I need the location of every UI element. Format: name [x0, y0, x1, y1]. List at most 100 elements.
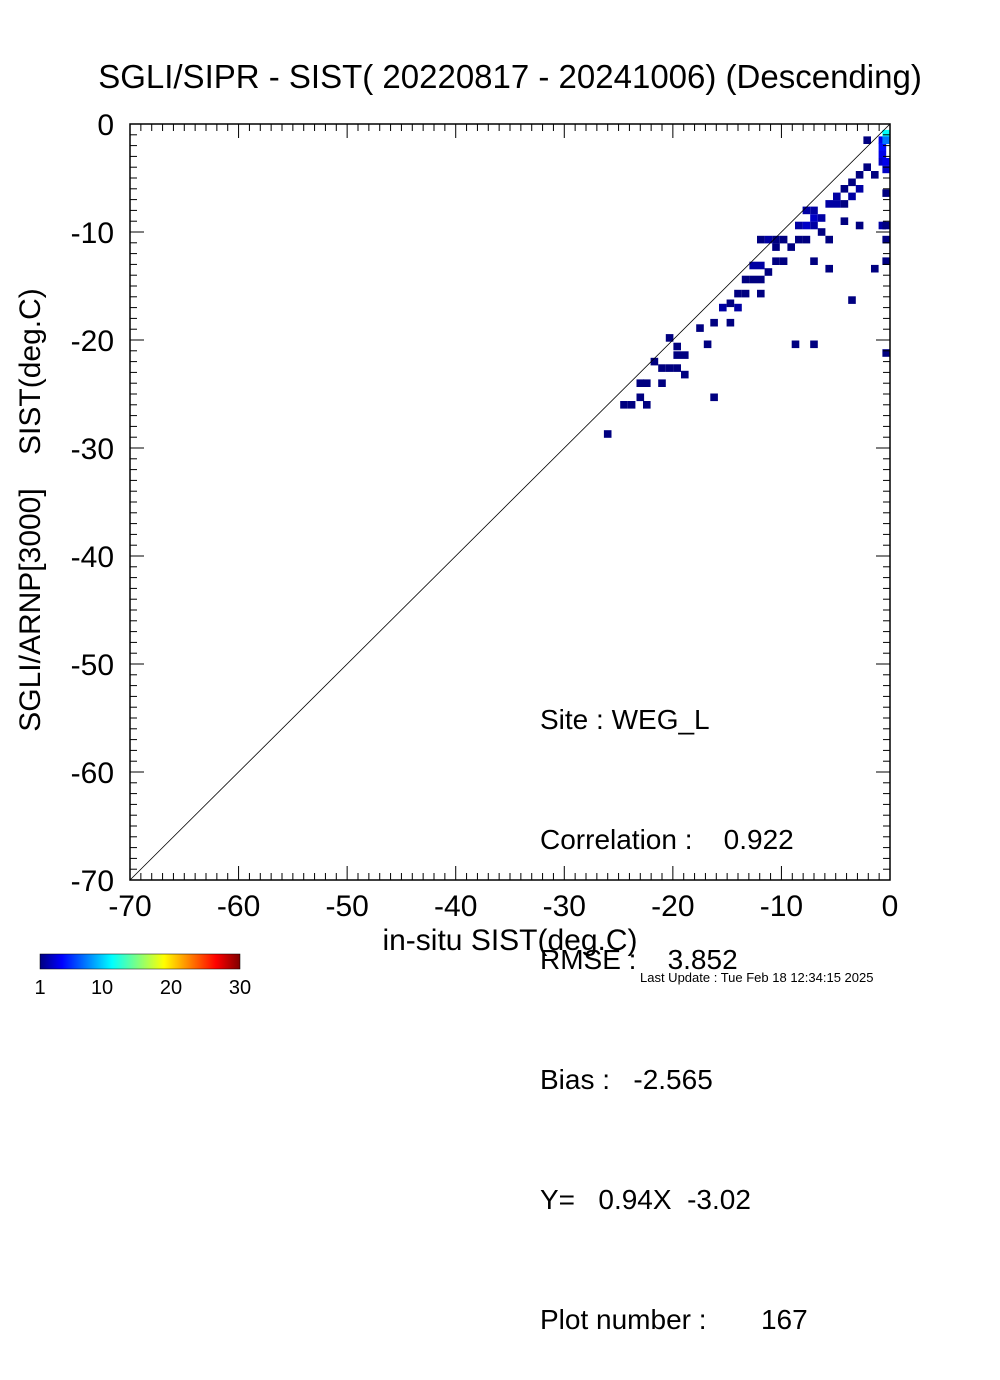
- density-cell: [882, 235, 890, 244]
- density-cell: [882, 257, 890, 265]
- density-cell: [848, 192, 856, 201]
- density-cell: [772, 257, 780, 265]
- statistics-panel: Site : WEG_L Correlation : 0.922 RMSE : …: [540, 620, 808, 1380]
- density-cell: [703, 340, 712, 349]
- density-cell: [627, 401, 636, 409]
- density-cell: [882, 349, 890, 357]
- density-cell: [848, 178, 856, 187]
- density-cell: [825, 200, 833, 208]
- density-cell: [855, 185, 864, 193]
- density-cell: [791, 340, 800, 349]
- correlation-label: Correlation :: [540, 824, 724, 855]
- density-cell: [772, 243, 780, 251]
- density-cell: [673, 342, 681, 351]
- density-cell: [673, 351, 681, 359]
- correlation-row: Correlation : 0.922: [540, 820, 808, 860]
- density-cell: [833, 200, 841, 208]
- colorbar-tick-label: 10: [91, 977, 113, 999]
- x-tick-label: -30: [543, 890, 586, 923]
- density-cell: [650, 357, 659, 366]
- x-tick-label: -10: [760, 890, 803, 923]
- density-cell: [878, 158, 887, 166]
- bias-label: Bias :: [540, 1064, 634, 1095]
- plot-number-label: Plot number :: [540, 1304, 761, 1335]
- density-cell: [665, 364, 674, 372]
- density-cell: [817, 228, 826, 236]
- y-tick-label: -10: [71, 217, 114, 250]
- density-cell: [681, 370, 689, 379]
- density-cell: [779, 235, 788, 244]
- density-cell: [825, 235, 833, 244]
- scatter-density-chart: SGLI/SIPR - SIST( 20220817 - 20241006) (…: [14, 58, 922, 999]
- density-cell: [833, 192, 841, 201]
- density-cell: [734, 289, 742, 298]
- density-cell: [726, 318, 735, 327]
- density-cell: [802, 221, 811, 230]
- density-cell: [764, 235, 773, 244]
- y-tick-label: -30: [71, 433, 114, 466]
- density-cell: [658, 364, 666, 372]
- colorbar-tick-label: 1: [34, 977, 45, 999]
- density-cell: [878, 221, 887, 230]
- density-cell: [643, 401, 651, 409]
- one-to-one-line: [129, 123, 891, 881]
- density-cell: [840, 200, 849, 208]
- regression-value: 0.94X -3.02: [598, 1184, 751, 1215]
- correlation-value: 0.922: [723, 824, 794, 855]
- chart-title: SGLI/SIPR - SIST( 20220817 - 20241006) (…: [98, 58, 922, 95]
- density-cell: [863, 163, 871, 171]
- density-cell: [878, 142, 887, 151]
- colorbar: [39, 953, 241, 970]
- density-cell: [810, 214, 818, 222]
- density-cell: [810, 206, 818, 215]
- density-cell: [665, 334, 674, 342]
- density-cell: [681, 351, 689, 359]
- density-cell: [779, 257, 788, 265]
- density-cell: [636, 393, 645, 402]
- x-tick-label: -40: [434, 890, 477, 923]
- density-cell: [855, 221, 864, 230]
- last-update: Last Update : Tue Feb 18 12:34:15 2025: [640, 970, 874, 985]
- density-cell: [749, 261, 757, 270]
- x-axis-label: in-situ SIST(deg.C): [382, 924, 637, 957]
- density-cell: [620, 401, 628, 409]
- density-cell: [734, 303, 742, 312]
- density-cell: [882, 189, 890, 197]
- site-label: Site :: [540, 704, 612, 735]
- bias-row: Bias : -2.565: [540, 1060, 808, 1100]
- colorbar-tick-labels: 1 10 20 30: [34, 977, 251, 999]
- density-cell: [719, 303, 727, 312]
- density-cell: [825, 264, 833, 273]
- x-tick-label: -70: [108, 890, 151, 923]
- density-cell: [810, 340, 818, 349]
- density-cell: [795, 221, 803, 230]
- x-tick-label: -20: [651, 890, 694, 923]
- density-cell: [636, 379, 645, 387]
- density-cell: [871, 171, 879, 179]
- density-cell: [810, 257, 818, 265]
- density-cell: [871, 264, 879, 273]
- density-cell: [840, 217, 849, 225]
- density-cell: [817, 214, 826, 222]
- site-value: WEG_L: [611, 704, 710, 735]
- density-cell: [863, 136, 871, 144]
- density-cell: [882, 129, 890, 138]
- colorbar-tick-label: 30: [229, 977, 251, 999]
- density-cell: [696, 324, 704, 332]
- density-cell: [757, 235, 765, 244]
- density-cell: [787, 243, 795, 251]
- density-cell: [603, 430, 612, 438]
- density-cell: [757, 275, 765, 284]
- y-tick-label: -20: [71, 325, 114, 358]
- y-tick-label: -70: [71, 865, 114, 898]
- density-cell: [840, 185, 849, 193]
- density-cell: [878, 136, 887, 144]
- regression-label: Y=: [540, 1184, 599, 1215]
- density-cell: [658, 379, 666, 387]
- axis-ticks: [129, 123, 891, 881]
- density-cell: [726, 299, 735, 308]
- density-cell: [802, 235, 811, 244]
- plot-number-value: 167: [760, 1304, 808, 1335]
- y-tick-label: -50: [71, 649, 114, 682]
- density-cell: [741, 275, 750, 284]
